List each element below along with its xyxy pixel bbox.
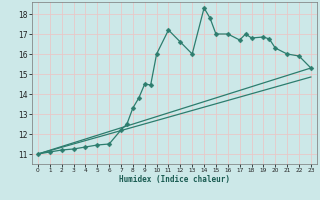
X-axis label: Humidex (Indice chaleur): Humidex (Indice chaleur): [119, 175, 230, 184]
